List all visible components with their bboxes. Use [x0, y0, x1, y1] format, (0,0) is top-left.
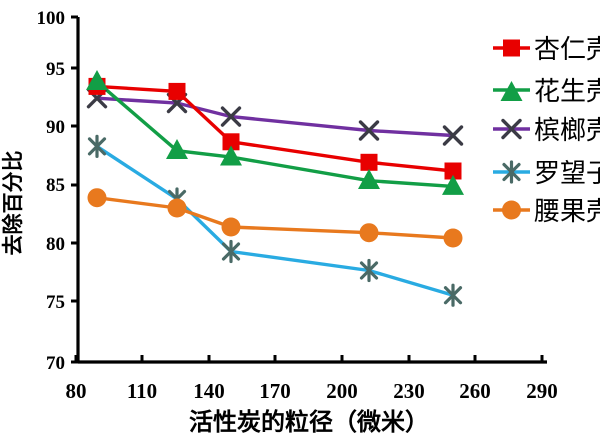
- svg-text:花生壳: 花生壳: [534, 76, 600, 106]
- svg-text:170: 170: [259, 379, 291, 403]
- svg-text:100: 100: [37, 8, 66, 29]
- svg-text:290: 290: [526, 379, 558, 403]
- svg-text:杏仁壳: 杏仁壳: [534, 34, 600, 64]
- svg-text:75: 75: [46, 292, 65, 313]
- svg-text:80: 80: [66, 379, 87, 403]
- svg-text:腰果壳: 腰果壳: [534, 196, 600, 226]
- svg-text:110: 110: [127, 379, 157, 403]
- svg-text:200: 200: [326, 379, 358, 403]
- svg-text:260: 260: [459, 379, 491, 403]
- svg-text:90: 90: [46, 117, 65, 138]
- svg-text:70: 70: [46, 353, 65, 374]
- svg-text:槟榔壳: 槟榔壳: [534, 115, 600, 145]
- svg-text:80: 80: [46, 234, 65, 255]
- svg-text:140: 140: [193, 379, 225, 403]
- svg-text:活性炭的粒径（微米）: 活性炭的粒径（微米）: [189, 408, 429, 436]
- svg-text:去除百分比: 去除百分比: [1, 151, 25, 256]
- svg-text:罗望子: 罗望子: [534, 158, 600, 188]
- svg-text:85: 85: [46, 175, 65, 196]
- svg-text:230: 230: [393, 379, 425, 403]
- svg-text:95: 95: [46, 59, 65, 80]
